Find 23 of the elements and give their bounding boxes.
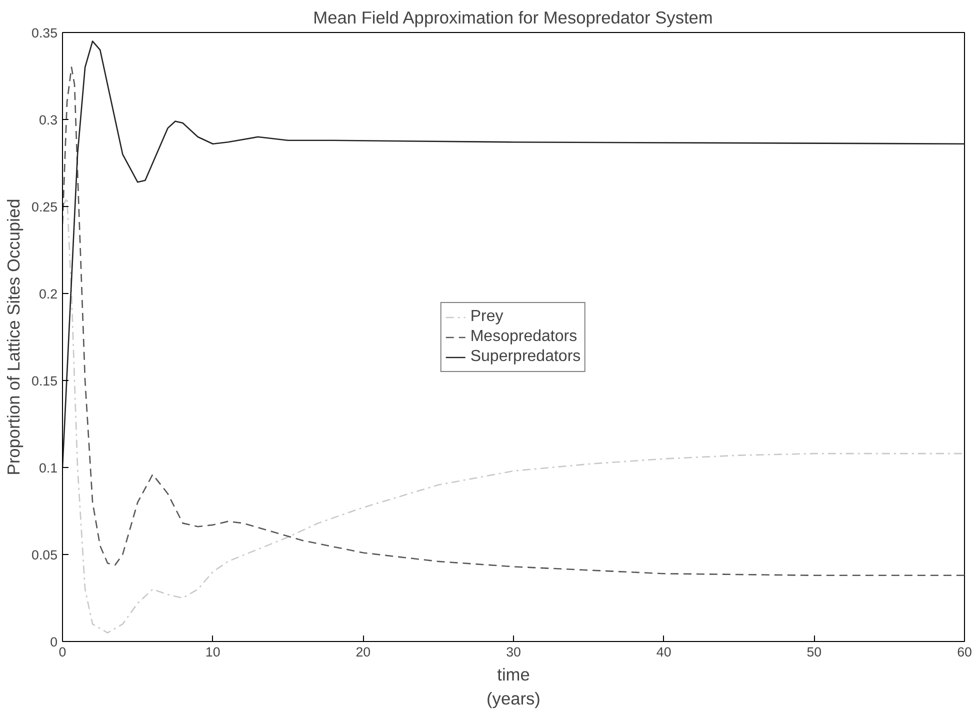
x-tick-label: 40 [656,644,672,660]
y-axis-title: Proportion of Lattice Sites Occupied [4,198,24,476]
y-tick-label: 0.2 [38,286,58,302]
line-series [62,66,964,576]
legend-label: Superpredators [470,348,581,366]
y-tick-label: 0 [50,634,58,650]
y-tick-label: 0.3 [38,112,58,128]
x-tick-label: 20 [356,644,371,660]
y-tick-label: 0.25 [32,200,58,214]
line-series [62,197,964,634]
y-tick-label: 0.15 [32,374,58,388]
x-tick-label: 30 [506,644,521,660]
y-tick-label: 0.1 [38,460,58,476]
x-tick-label: 50 [806,644,822,660]
y-tick-label: 0.35 [32,26,58,40]
legend-label: Prey [470,308,504,326]
legend-label: Mesopredators [470,328,578,346]
x-tick-label: 10 [205,644,220,660]
y-tick-label: 0.05 [32,548,58,562]
x-tick-label: 60 [957,644,972,660]
x-axis-title: time (years) [486,664,540,708]
chart-title: Mean Field Approximation for Mesopredator System [313,8,713,28]
line-series [62,40,964,468]
